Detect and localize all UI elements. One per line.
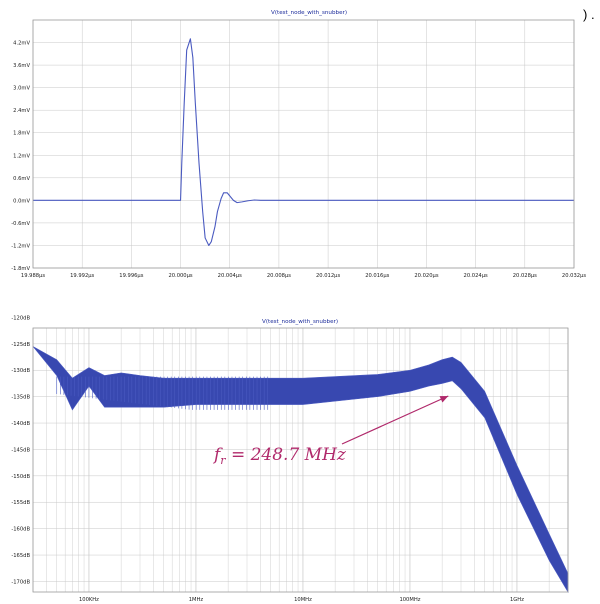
y-tick-label: -145dB — [11, 447, 30, 453]
y-tick-label: 1.8mV — [13, 131, 30, 137]
y-tick-label: -140dB — [11, 421, 30, 427]
y-tick-label: 1.2mV — [13, 153, 30, 159]
y-tick-label: 0.6mV — [13, 176, 30, 182]
x-tick-label: 20.020µs — [414, 273, 438, 279]
y-tick-label: 3.6mV — [13, 63, 30, 69]
y-tick-label: -1.2mV — [11, 243, 30, 249]
x-tick-label: 100MHz — [399, 597, 420, 603]
x-tick-label: 20.000µs — [168, 273, 192, 279]
y-tick-label: -120dB — [11, 315, 30, 321]
x-tick-label: 100KHz — [79, 597, 99, 603]
transient-plot: V(test_node_with_snubber) 19.988µs 19.992… — [11, 10, 586, 279]
x-tick-label: 19.992µs — [70, 273, 94, 279]
annotation-arrow — [341, 395, 449, 445]
ac-plot-frame — [32, 327, 569, 593]
y-tick-label: 4.2mV — [13, 41, 30, 47]
y-tick-label: -130dB — [11, 368, 30, 374]
ac-tick-labels: 100KHz 1MHz 10MHz 100MHz 1GHz -120dB -125dB -13… — [11, 315, 524, 603]
x-tick-label: 10MHz — [294, 597, 312, 603]
transient-tick-labels: 19.988µs 19.992µs 19.996µs 20.000µs 20.004µs… — [11, 41, 586, 279]
ac-trace — [32, 346, 569, 594]
x-tick-label: 20.016µs — [365, 273, 389, 279]
ac-grid — [32, 328, 569, 592]
transient-series-line — [33, 38, 574, 246]
y-tick-label: 0.0mV — [13, 198, 30, 204]
transient-grid — [32, 20, 575, 269]
x-tick-label: 20.024µs — [464, 273, 488, 279]
y-tick-label: -135dB — [11, 395, 30, 401]
resonance-annotation: fr = 248.7 MHz — [212, 395, 449, 467]
transient-trace — [33, 38, 574, 246]
y-tick-label: -150dB — [11, 474, 30, 480]
transient-plot-title: V(test_node_with_snubber) — [271, 10, 347, 16]
x-tick-label: 20.028µs — [513, 273, 537, 279]
annotation-arrowhead — [439, 396, 449, 403]
transient-plot-frame — [32, 19, 575, 269]
x-tick-label: 20.008µs — [267, 273, 291, 279]
x-tick-label: 20.012µs — [316, 273, 340, 279]
x-tick-label: 20.032µs — [562, 273, 586, 279]
annotation-label: fr = 248.7 MHz — [212, 445, 347, 467]
y-tick-label: -0.6mV — [11, 221, 30, 227]
y-tick-label: -125dB — [11, 342, 30, 348]
y-tick-label: -170dB — [11, 579, 30, 585]
y-tick-label: -165dB — [11, 553, 30, 559]
ac-plot-title: V(test_node_with_snubber) — [262, 319, 338, 325]
x-tick-label: 1GHz — [510, 597, 524, 603]
y-tick-label: -1.8mV — [11, 266, 30, 272]
y-tick-label: -155dB — [11, 500, 30, 506]
x-tick-label: 19.988µs — [21, 273, 45, 279]
x-tick-label: 1MHz — [189, 597, 204, 603]
corner-mark: ) . — [583, 7, 595, 22]
ac-plot: V(test_node_with_snubber) 100KHz 1MHz 10MH… — [11, 315, 569, 603]
y-tick-label: 2.4mV — [13, 108, 30, 114]
x-tick-label: 20.004µs — [218, 273, 242, 279]
y-tick-label: 3.0mV — [13, 86, 30, 92]
y-tick-label: -160dB — [11, 527, 30, 533]
x-tick-label: 19.996µs — [119, 273, 143, 279]
